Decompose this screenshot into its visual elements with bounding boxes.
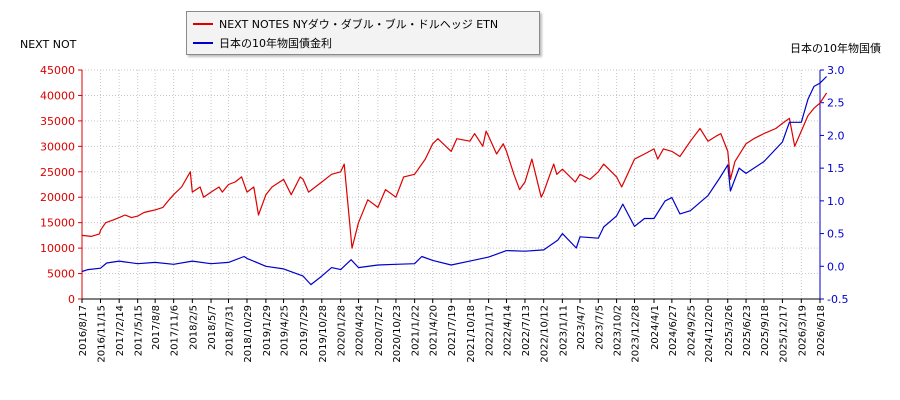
series-line-jgb (81, 76, 828, 286)
x-tick-label: 2016/11/15 (96, 305, 107, 363)
x-tick-label: 2021/1/22 (411, 305, 422, 356)
x-tick-label: 2016/8/17 (78, 305, 89, 356)
right-tick-label: 0.5 (827, 228, 845, 241)
legend-label-etn: NEXT NOTES NYダウ・ダブル・ブル・ドルヘッジ ETN (219, 18, 499, 31)
legend-swatch-red (193, 23, 213, 25)
x-tick-label: 2022/7/13 (521, 305, 532, 356)
x-tick-label: 2026/6/18 (816, 305, 827, 356)
x-tick-label: 2021/4/20 (429, 305, 440, 356)
x-tick-label: 2022/10/12 (540, 305, 551, 363)
x-tick-label: 2023/7/5 (594, 305, 605, 350)
x-tick-label: 2022/1/17 (485, 305, 496, 356)
left-axis-title: NEXT NOT (20, 38, 77, 51)
x-tick-label: 2023/12/28 (630, 305, 641, 363)
right-tick-label: 1.5 (827, 162, 845, 175)
x-tick-label: 2019/1/29 (262, 305, 273, 356)
right-axis-title: 日本の10年物国債 (790, 42, 881, 55)
legend-label-jgb: 日本の10年物国債金利 (219, 37, 332, 50)
right-tick-label: 2.0 (827, 129, 845, 142)
x-tick-label: 2024/6/27 (668, 305, 679, 356)
x-tick-label: 2020/4/24 (355, 305, 366, 356)
x-tick-label: 2019/4/25 (280, 305, 291, 356)
left-tick-label: 15000 (40, 217, 75, 230)
x-tick-label: 2018/2/5 (188, 305, 199, 350)
left-tick-label: 30000 (40, 140, 75, 153)
left-tick-label: 35000 (40, 115, 75, 128)
legend-item-jgb: 日本の10年物国債金利 (193, 35, 332, 51)
x-tick-label: 2021/10/18 (466, 305, 477, 363)
x-tick-label: 2018/7/31 (224, 305, 235, 356)
x-tick-label: 2017/5/15 (134, 305, 145, 356)
series-line-etn (81, 92, 828, 249)
left-tick-label: 40000 (40, 89, 75, 102)
x-tick-label: 2020/10/23 (392, 305, 403, 363)
x-tick-label: 2020/7/27 (374, 305, 385, 356)
legend-item-etn: NEXT NOTES NYダウ・ダブル・ブル・ドルヘッジ ETN (193, 16, 498, 32)
x-tick-label: 2017/11/6 (170, 305, 181, 356)
x-tick-label: 2025/9/18 (760, 305, 771, 356)
x-tick-label: 2022/4/14 (502, 305, 513, 356)
x-tick-label: 2021/7/19 (447, 305, 458, 356)
x-tick-label: 2020/1/28 (337, 305, 348, 356)
right-tick-label: 0.0 (827, 260, 845, 273)
x-tick-label: 2023/1/11 (558, 305, 569, 356)
left-tick-label: 20000 (40, 191, 75, 204)
right-tick-label: 3.0 (827, 64, 845, 77)
chart-legend: NEXT NOTES NYダウ・ダブル・ブル・ドルヘッジ ETN 日本の10年物… (186, 11, 540, 55)
left-tick-label: 10000 (40, 242, 75, 255)
x-tick-label: 2017/8/8 (151, 305, 162, 350)
x-tick-label: 2023/4/7 (576, 305, 587, 350)
x-tick-label: 2019/10/28 (318, 305, 329, 363)
x-tick-label: 2025/6/23 (742, 305, 753, 356)
right-tick-label: -0.5 (827, 293, 848, 306)
left-tick-label: 5000 (47, 268, 75, 281)
legend-swatch-blue (193, 42, 213, 44)
x-tick-label: 2024/12/20 (704, 305, 715, 363)
x-tick-label: 2017/2/14 (115, 305, 126, 356)
x-tick-label: 2023/10/2 (613, 305, 624, 356)
x-tick-label: 2026/3/19 (797, 305, 808, 356)
x-tick-label: 2018/5/7 (207, 305, 218, 350)
x-tick-label: 2019/7/29 (299, 305, 310, 356)
left-tick-label: 45000 (40, 64, 75, 77)
x-tick-label: 2025/3/26 (724, 305, 735, 356)
x-tick-label: 2024/9/25 (686, 305, 697, 356)
left-tick-label: 0 (68, 293, 75, 306)
x-tick-label: 2025/12/17 (778, 305, 789, 363)
left-tick-label: 25000 (40, 166, 75, 179)
right-tick-label: 1.0 (827, 195, 845, 208)
x-tick-label: 2018/10/29 (243, 305, 254, 363)
right-tick-label: 2.5 (827, 97, 845, 110)
x-tick-label: 2024/4/1 (650, 305, 661, 350)
